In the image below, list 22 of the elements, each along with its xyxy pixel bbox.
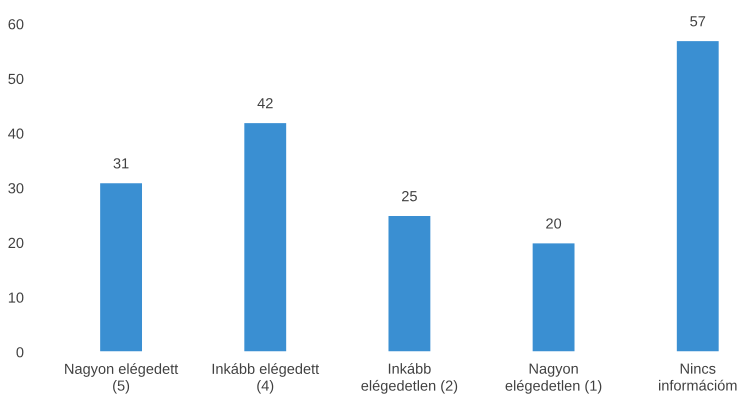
bar bbox=[98, 182, 144, 352]
y-tick-label: 60 bbox=[8, 19, 24, 30]
bar bbox=[675, 40, 720, 352]
data-label: 42 bbox=[257, 98, 273, 108]
data-label: 25 bbox=[402, 191, 417, 202]
bar bbox=[531, 242, 576, 352]
x-tick-label: Nincs információm bbox=[659, 363, 736, 391]
y-tick-label: 0 bbox=[16, 347, 24, 358]
x-tick-label: Nagyon elégedetlen (1) bbox=[506, 364, 602, 394]
y-tick-label: 10 bbox=[8, 292, 24, 303]
x-tick-label: Inkább elégedett (4) bbox=[212, 363, 320, 394]
data-label: 31 bbox=[114, 158, 128, 169]
bar bbox=[387, 214, 432, 352]
y-tick-label: 40 bbox=[8, 128, 24, 139]
bar bbox=[242, 122, 288, 352]
data-label: 57 bbox=[690, 16, 706, 26]
y-tick-label: 50 bbox=[8, 74, 24, 84]
y-tick-label: 20 bbox=[8, 238, 24, 248]
y-tick-label: 30 bbox=[8, 183, 24, 194]
x-tick-label: Nagyon elégedett (5) bbox=[65, 363, 178, 394]
x-tick-label: Inkább elégedetlen (2) bbox=[361, 362, 458, 394]
data-label: 20 bbox=[546, 218, 562, 229]
